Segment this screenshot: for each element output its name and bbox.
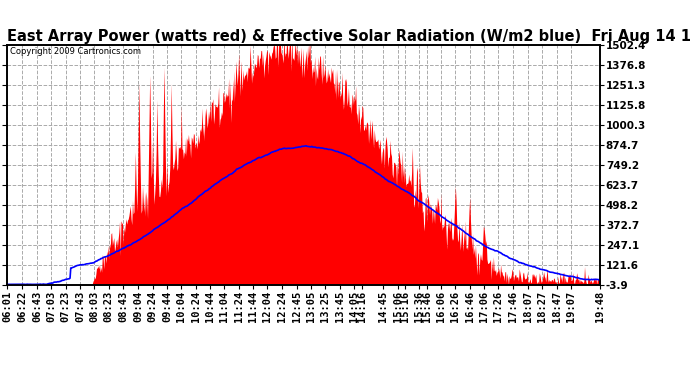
Text: Copyright 2009 Cartronics.com: Copyright 2009 Cartronics.com <box>10 47 141 56</box>
Text: East Array Power (watts red) & Effective Solar Radiation (W/m2 blue)  Fri Aug 14: East Array Power (watts red) & Effective… <box>7 29 690 44</box>
